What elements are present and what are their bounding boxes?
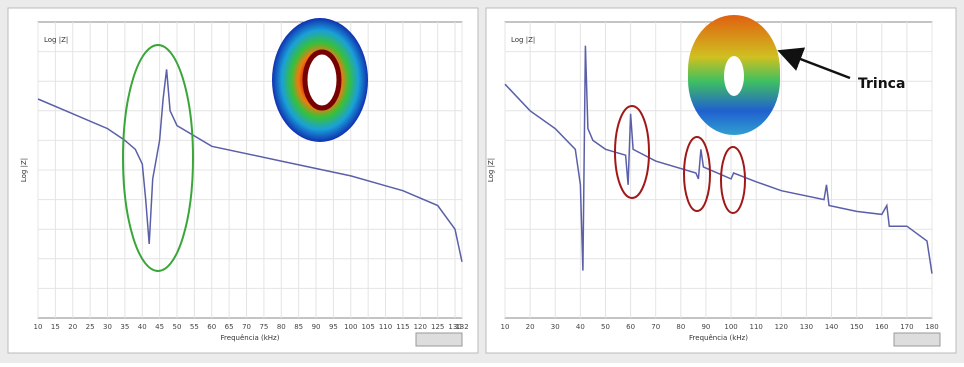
torus-right: [688, 15, 780, 135]
x-tick-label: 20: [68, 323, 77, 331]
x-tick-label: 125: [431, 323, 444, 331]
x-tick-label: 10: [34, 323, 43, 331]
x-tick-label: 85: [294, 323, 303, 331]
chart: 10 15 20 25 30 35 40 45 50 55 60 65 70 75 80 85 90 95 100 1…: [20, 22, 469, 342]
x-tick-label: 20: [526, 323, 535, 331]
x-tick-label: 180: [925, 323, 938, 331]
x-tick-label: 115: [396, 323, 409, 331]
x-tick-label: 15: [51, 323, 60, 331]
x-tick-label: 130: [800, 323, 813, 331]
x-tick-label: 100: [344, 323, 357, 331]
y-axis-label: Log |Z|: [20, 158, 28, 182]
x-tick-label: 25: [86, 323, 95, 331]
x-tick-label: 150: [850, 323, 863, 331]
torus-left: [272, 18, 368, 142]
x-tick-label: 60: [207, 323, 216, 331]
chart-title: Log |Z|: [44, 36, 68, 44]
x-tick-label: 140: [825, 323, 838, 331]
x-tick-label: 40: [138, 323, 147, 331]
x-tick-label: 170: [900, 323, 913, 331]
x-tick-label: 110: [379, 323, 392, 331]
x-tick-label: 160: [875, 323, 888, 331]
annotation: Trinca: [858, 76, 905, 92]
y-axis-label: Log |Z|: [487, 158, 495, 182]
x-tick-label: 30: [103, 323, 112, 331]
x-tick-label: 120: [775, 323, 788, 331]
x-tick-label: 75: [259, 323, 268, 331]
x-tick-label: 70: [242, 323, 251, 331]
x-tick-label: 110: [749, 323, 762, 331]
x-tick-label: 55: [190, 323, 199, 331]
x-tick-label: 35: [120, 323, 129, 331]
x-tick-label: 40: [576, 323, 585, 331]
x-tick-label: 105: [361, 323, 374, 331]
x-tick-label: 90: [701, 323, 710, 331]
x-axis-label: Frequência (kHz): [221, 334, 280, 342]
x-tick-label: 95: [329, 323, 338, 331]
x-tick-label: 50: [601, 323, 610, 331]
chart-title: Log |Z|: [511, 36, 535, 44]
x-tick-label: 120: [414, 323, 427, 331]
x-axis-label: Frequência (kHz): [689, 334, 748, 342]
x-tick-label: 60: [626, 323, 635, 331]
x-tick-label: 65: [225, 323, 234, 331]
x-tick-label: 70: [651, 323, 660, 331]
button[interactable]: [894, 333, 940, 346]
x-tick-label: 80: [676, 323, 685, 331]
x-tick-label: 100: [724, 323, 737, 331]
x-tick-label: 45: [155, 323, 164, 331]
x-tick-label: 90: [312, 323, 321, 331]
x-tick-label: 10: [501, 323, 510, 331]
button[interactable]: [416, 333, 462, 346]
figure: 10 15 20 25 30 35 40 45 50 55 60 65 70 75 80 85 90 95 100 1…: [0, 0, 964, 363]
x-tick-label: 80: [277, 323, 286, 331]
x-tick-label: 50: [173, 323, 182, 331]
x-tick-label: 132: [455, 323, 468, 331]
x-tick-label: 30: [551, 323, 560, 331]
